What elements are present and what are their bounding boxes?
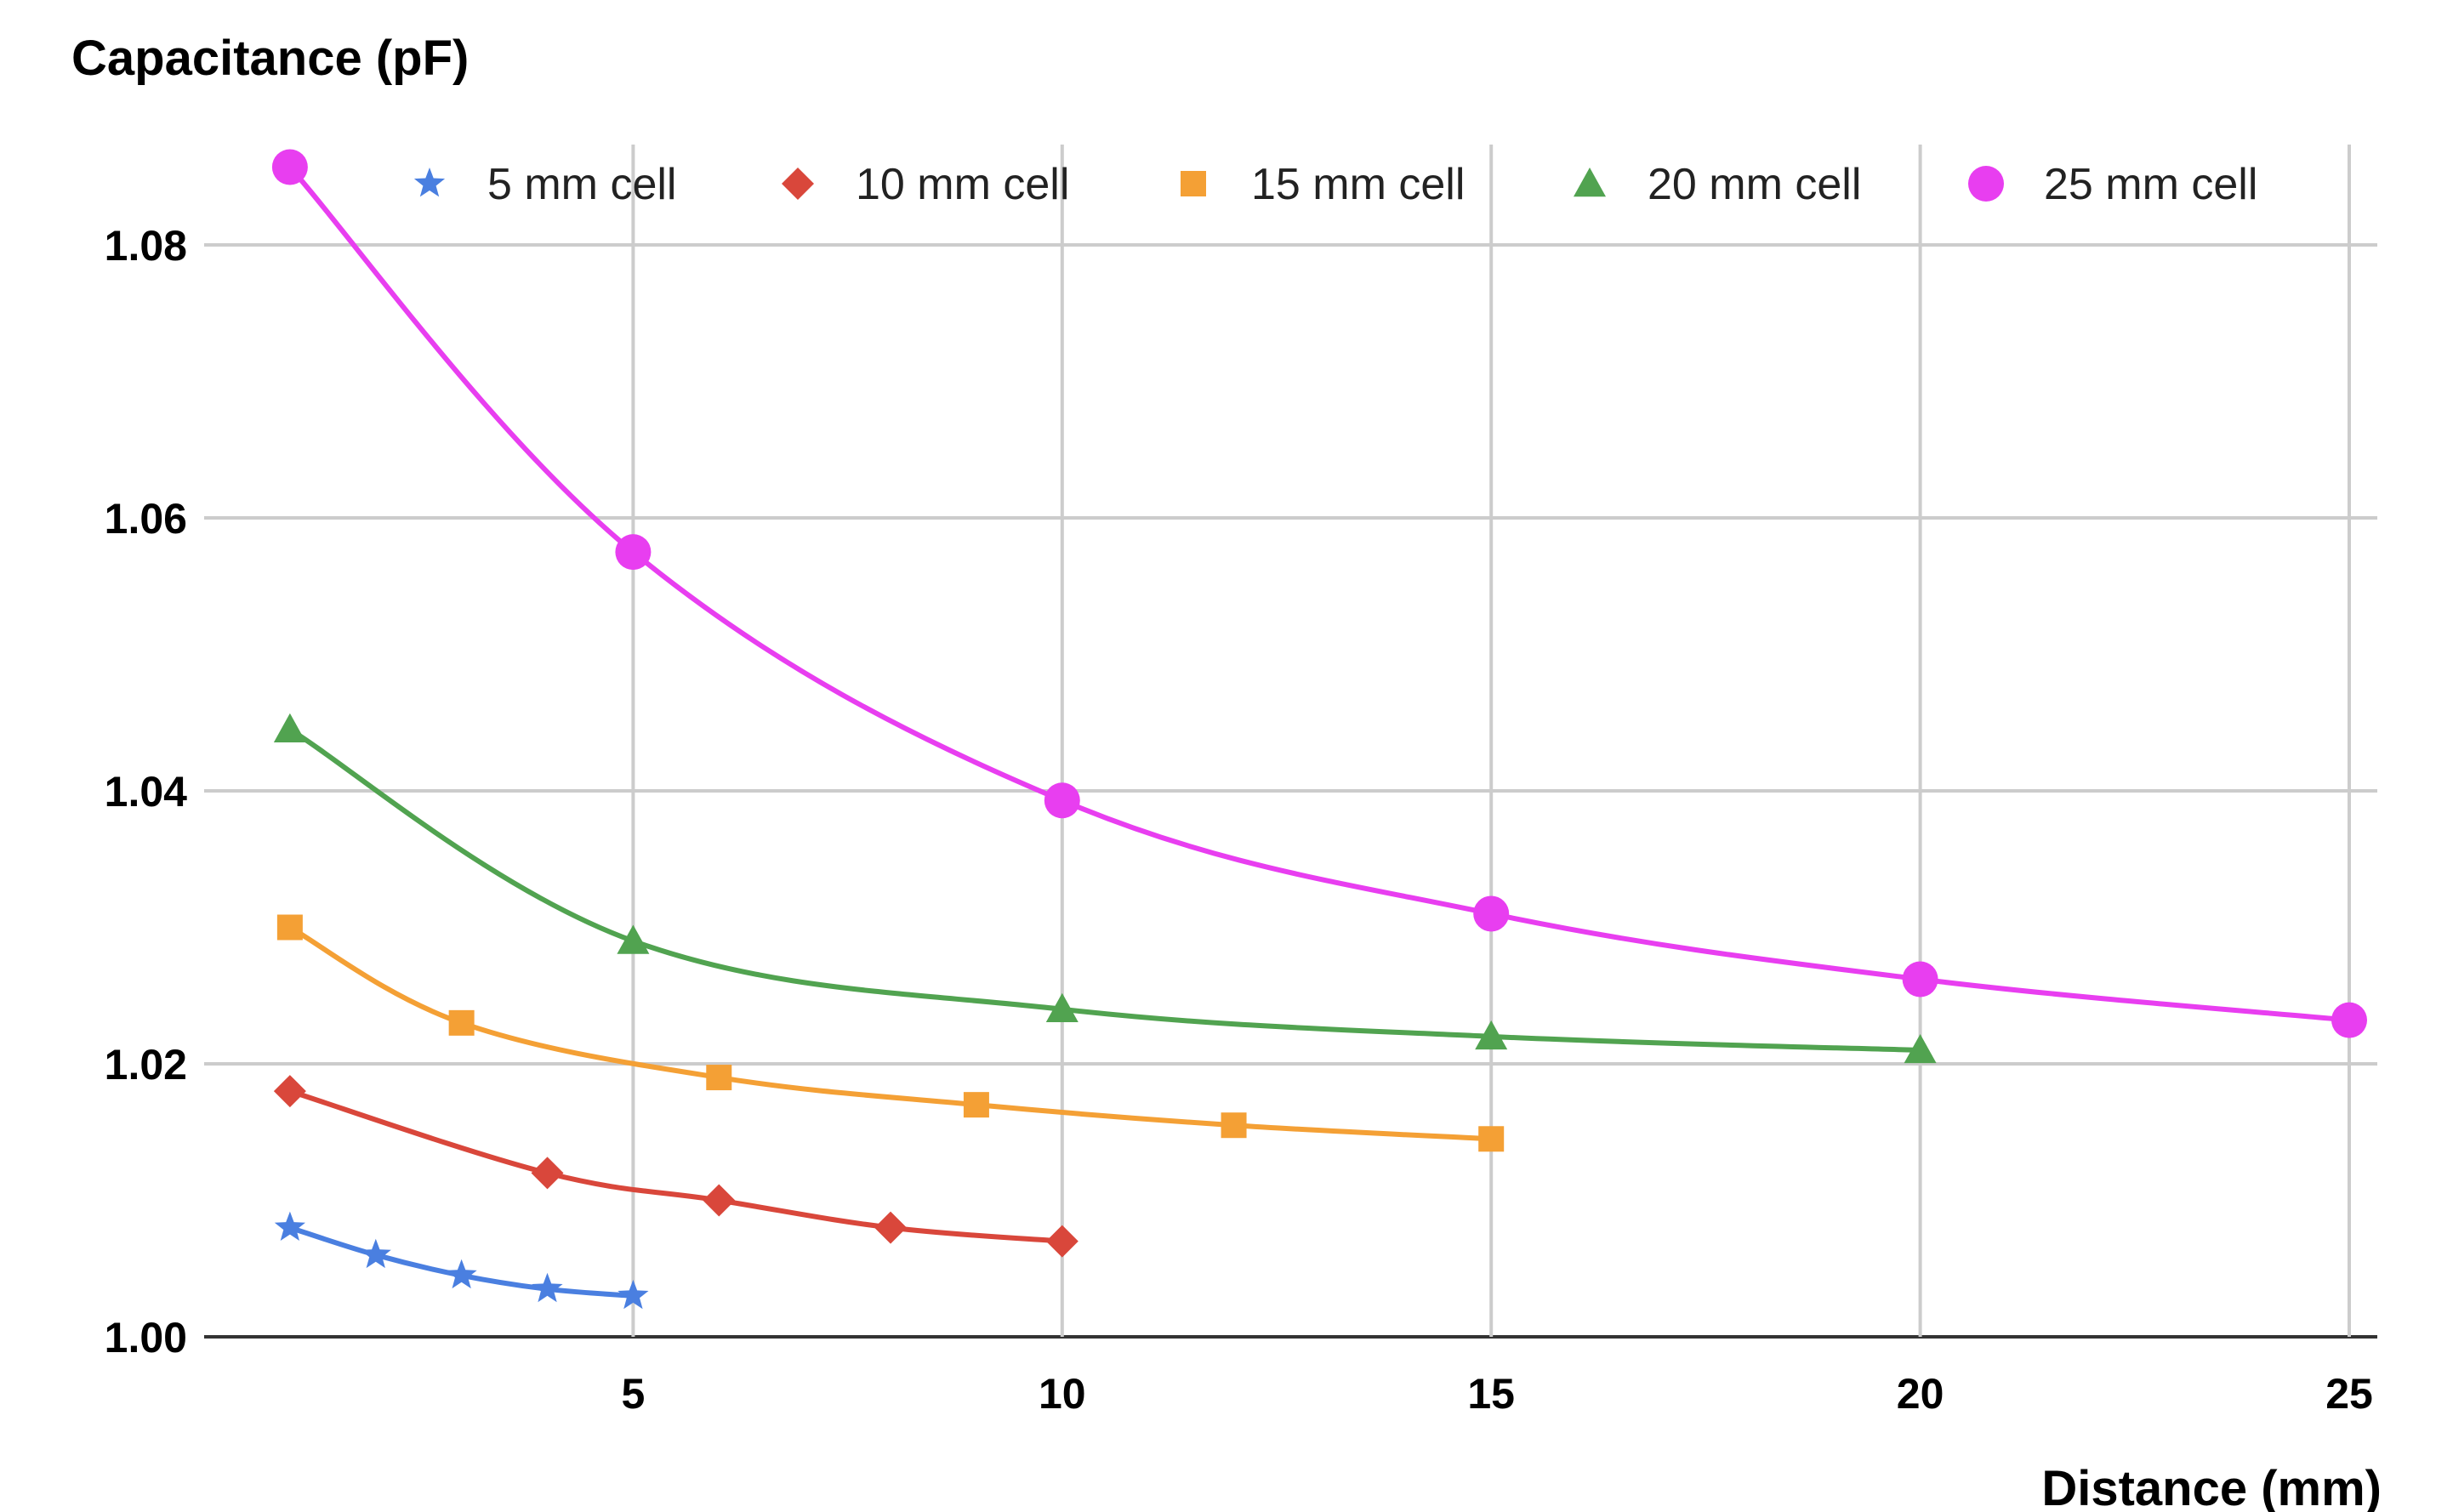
- data-point: [703, 1184, 736, 1217]
- series-lines: [271, 149, 2367, 1310]
- series-5: [271, 149, 2367, 1038]
- y-tick-label: 1.04: [105, 768, 188, 816]
- data-point: [360, 1238, 391, 1269]
- legend-item: 20 mm cell: [1574, 160, 1861, 209]
- legend-item: 10 mm cell: [782, 160, 1069, 209]
- series-2: [273, 1075, 1079, 1258]
- legend: 5 mm cell 10 mm cell 15 mm cell 20 mm cell 2…: [413, 160, 2257, 209]
- y-tick-label: 1.00: [105, 1314, 187, 1361]
- x-tick-label: 20: [1897, 1370, 1944, 1418]
- series-1: [274, 1211, 649, 1310]
- series-line: [287, 164, 2352, 1023]
- data-point: [273, 713, 306, 742]
- x-tick-label: 25: [2325, 1370, 2373, 1418]
- data-point: [532, 1272, 563, 1303]
- legend-label: 25 mm cell: [2044, 160, 2257, 209]
- legend-marker: [413, 168, 446, 197]
- data-point: [448, 1009, 475, 1036]
- data-point: [1902, 961, 1938, 998]
- legend-item: 15 mm cell: [1181, 160, 1465, 209]
- x-tick-label: 5: [621, 1370, 645, 1418]
- data-point: [1044, 782, 1080, 819]
- data-point: [1045, 1225, 1079, 1258]
- axes: 1.00 1.02 1.04 1.06 1.08 5 10 15 20 25: [105, 222, 2373, 1418]
- data-point: [1904, 1033, 1937, 1064]
- data-point: [1045, 992, 1079, 1022]
- data-point: [874, 1211, 908, 1244]
- data-point: [617, 924, 650, 954]
- series-line: [287, 1089, 1065, 1244]
- data-point: [963, 1092, 989, 1118]
- legend-item: 5 mm cell: [413, 160, 676, 209]
- data-point: [1221, 1112, 1247, 1139]
- data-point: [2331, 1002, 2367, 1038]
- legend-label: 5 mm cell: [487, 160, 676, 209]
- legend-item: 25 mm cell: [1968, 160, 2257, 209]
- data-point: [706, 1065, 732, 1091]
- data-point: [1478, 1126, 1505, 1152]
- gridlines: [204, 145, 2377, 1339]
- legend-label: 20 mm cell: [1648, 160, 1861, 209]
- legend-marker: [1968, 166, 2004, 202]
- data-point: [446, 1259, 477, 1289]
- data-point: [1473, 895, 1510, 932]
- data-point: [274, 1211, 305, 1241]
- x-axis-title: Distance (mm): [2041, 1461, 2382, 1512]
- legend-marker: [782, 168, 814, 200]
- y-tick-label: 1.06: [105, 495, 187, 543]
- series-line: [287, 726, 1923, 1053]
- data-point: [276, 914, 303, 941]
- data-point: [1475, 1020, 1508, 1050]
- series-3: [276, 914, 1505, 1152]
- legend-marker: [1574, 168, 1606, 197]
- y-tick-label: 1.08: [105, 222, 187, 270]
- x-tick-label: 15: [1467, 1370, 1515, 1418]
- data-point: [273, 1075, 306, 1108]
- data-point: [618, 1279, 649, 1310]
- data-point: [271, 149, 308, 185]
- legend-marker: [1181, 171, 1206, 196]
- data-point: [531, 1157, 564, 1190]
- y-tick-label: 1.02: [105, 1041, 187, 1089]
- y-axis-title: Capacitance (pF): [71, 31, 469, 86]
- data-point: [615, 534, 652, 571]
- x-tick-label: 10: [1039, 1370, 1086, 1418]
- series-4: [273, 713, 1937, 1064]
- legend-label: 15 mm cell: [1251, 160, 1465, 209]
- legend-label: 10 mm cell: [856, 160, 1069, 209]
